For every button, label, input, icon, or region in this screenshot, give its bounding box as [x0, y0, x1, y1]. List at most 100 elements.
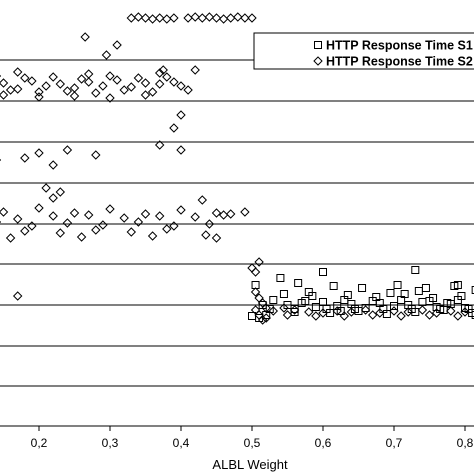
- data-point-diamond: [204, 219, 215, 229]
- x-tick-label: 0,3: [102, 436, 119, 450]
- data-point-diamond: [140, 13, 151, 23]
- data-point-diamond: [318, 308, 328, 318]
- data-point-square: [453, 281, 462, 289]
- data-point-square: [304, 288, 313, 296]
- data-point-diamond: [48, 72, 58, 82]
- data-point-diamond: [48, 193, 58, 203]
- data-point-square: [390, 302, 398, 310]
- data-point-diamond: [5, 85, 16, 95]
- data-point-diamond: [247, 263, 257, 273]
- data-point-diamond: [140, 90, 151, 100]
- data-point-diamond: [169, 123, 179, 133]
- data-point-diamond: [424, 310, 435, 320]
- data-point-diamond: [190, 65, 200, 75]
- data-point-diamond: [119, 85, 129, 95]
- data-point-diamond: [261, 313, 271, 323]
- data-point-diamond: [12, 84, 23, 94]
- data-point-diamond: [5, 233, 16, 243]
- data-point-diamond: [154, 13, 165, 23]
- data-point-diamond: [176, 145, 186, 155]
- x-tick-label: 0,8: [457, 436, 474, 450]
- data-point-diamond: [20, 226, 30, 236]
- data-point-diamond: [375, 308, 385, 318]
- data-point-diamond: [20, 153, 30, 163]
- data-point-square: [386, 289, 395, 297]
- x-axis-title: ALBL Weight: [212, 457, 288, 472]
- legend: HTTP Response Time S1 HTTP Response Time …: [253, 32, 474, 70]
- data-point-square: [340, 296, 349, 304]
- data-point-diamond: [105, 204, 115, 214]
- data-point-square: [358, 284, 367, 292]
- data-point-square: [301, 297, 310, 305]
- data-point-diamond: [34, 148, 44, 158]
- data-point-diamond: [389, 306, 399, 316]
- data-point-diamond: [211, 233, 222, 243]
- data-point-diamond: [396, 311, 406, 321]
- data-point-square: [276, 274, 285, 282]
- data-point-diamond: [83, 77, 94, 87]
- data-point-diamond: [233, 12, 243, 22]
- data-point-diamond: [417, 305, 428, 315]
- data-point-diamond: [247, 13, 257, 23]
- data-point-diamond: [268, 306, 279, 316]
- data-point-diamond: [83, 69, 94, 79]
- data-point-diamond: [91, 225, 101, 235]
- data-point-diamond: [105, 93, 115, 103]
- data-point-diamond: [126, 13, 137, 23]
- data-point-diamond: [176, 81, 186, 91]
- gridlines: [0, 59, 474, 387]
- data-point-diamond: [69, 208, 80, 218]
- data-point-diamond: [360, 305, 371, 315]
- data-point-diamond: [154, 211, 165, 221]
- data-point-diamond: [183, 13, 193, 23]
- data-point-square: [471, 286, 474, 294]
- data-point-square: [397, 296, 406, 304]
- data-point-diamond: [197, 195, 208, 205]
- data-point-diamond: [162, 72, 172, 82]
- data-point-diamond: [431, 308, 442, 318]
- data-point-diamond: [279, 303, 289, 313]
- series-2: [0, 12, 470, 325]
- legend-label: HTTP Response Time S1: [326, 39, 473, 53]
- data-point-diamond: [183, 85, 193, 95]
- data-point-diamond: [453, 311, 463, 321]
- data-point-diamond: [34, 87, 44, 97]
- data-point-diamond: [162, 14, 172, 24]
- data-point-diamond: [403, 307, 413, 317]
- data-point-diamond: [211, 13, 222, 23]
- data-point-diamond: [211, 208, 222, 218]
- data-point-square: [471, 311, 474, 319]
- data-point-diamond: [140, 78, 151, 88]
- data-point-diamond: [27, 221, 37, 231]
- data-point-diamond: [240, 13, 250, 23]
- data-point-diamond: [133, 73, 144, 83]
- data-point-diamond: [201, 230, 211, 240]
- data-point-diamond: [154, 79, 165, 89]
- data-point-diamond: [250, 287, 261, 297]
- data-point-diamond: [76, 232, 87, 242]
- data-point-diamond: [62, 86, 73, 96]
- data-point-square: [368, 297, 377, 305]
- data-point-diamond: [176, 205, 186, 215]
- data-point-diamond: [254, 257, 264, 267]
- data-point-diamond: [34, 203, 44, 213]
- data-point-diamond: [12, 291, 23, 301]
- data-point-diamond: [101, 50, 112, 60]
- data-point-square: [411, 266, 420, 274]
- legend-box: [253, 32, 474, 70]
- data-point-diamond: [147, 231, 158, 241]
- data-point-square: [443, 299, 452, 307]
- data-point-diamond: [48, 211, 58, 221]
- data-point-diamond: [62, 218, 73, 228]
- data-point-diamond: [162, 224, 172, 234]
- data-point-diamond: [218, 14, 229, 24]
- data-point-diamond: [304, 307, 314, 317]
- data-point-square: [414, 287, 423, 295]
- data-point-diamond: [332, 306, 342, 316]
- data-point-diamond: [460, 307, 470, 317]
- data-point-diamond: [339, 311, 350, 321]
- data-point-diamond: [112, 75, 122, 85]
- data-point-diamond: [12, 214, 23, 224]
- data-point-diamond: [83, 210, 94, 220]
